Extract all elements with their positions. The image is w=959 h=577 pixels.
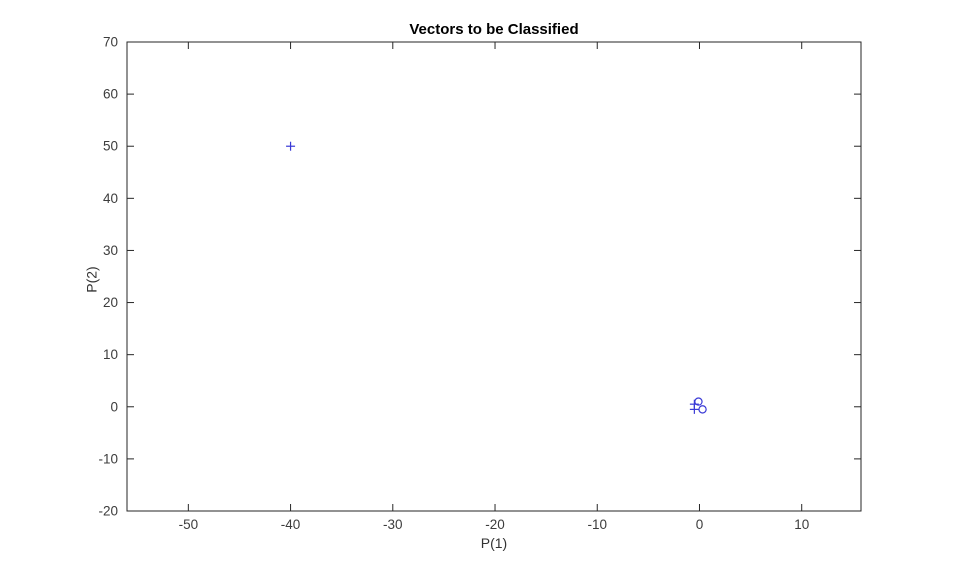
y-tick-label: 50 [103, 139, 118, 154]
x-tick-label: -40 [281, 517, 301, 532]
y-tick-label: 20 [103, 295, 118, 310]
x-tick-label: -30 [383, 517, 403, 532]
x-tick-label: -20 [485, 517, 505, 532]
y-tick-label: 70 [103, 35, 118, 50]
x-tick-label: -10 [587, 517, 607, 532]
y-tick-label: 40 [103, 191, 118, 206]
x-tick-label: 10 [794, 517, 809, 532]
y-tick-label: 60 [103, 87, 118, 102]
x-tick-label: -50 [179, 517, 199, 532]
marker-circle [694, 397, 703, 406]
y-tick-label: -20 [98, 504, 118, 519]
axes-box [126, 41, 862, 512]
marker-plus [689, 404, 699, 414]
y-tick-label: 10 [103, 347, 118, 362]
x-tick-label: 0 [696, 517, 704, 532]
marker-circle [698, 405, 707, 414]
y-tick-label: 0 [110, 399, 118, 414]
y-tick-label: -10 [98, 451, 118, 466]
x-axis-label: P(1) [480, 535, 508, 551]
marker-plus [286, 141, 296, 151]
chart-title: Vectors to be Classified [409, 21, 579, 38]
y-axis-label: P(2) [83, 266, 100, 293]
y-tick-label: 30 [103, 243, 118, 258]
